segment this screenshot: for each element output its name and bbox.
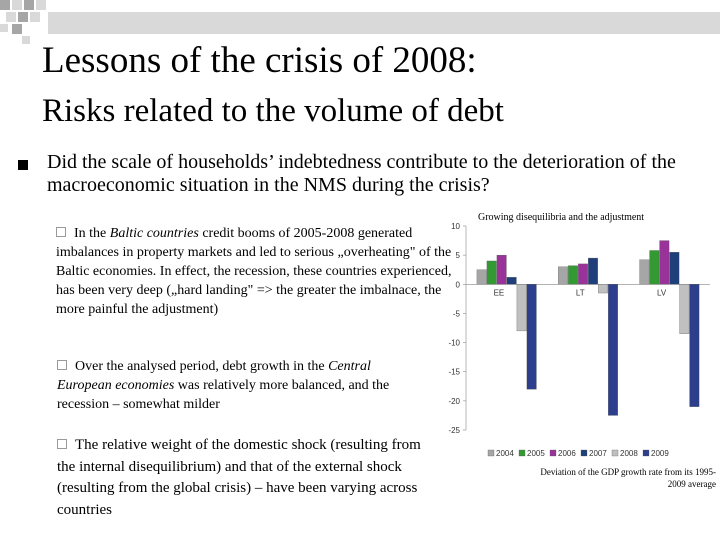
bar bbox=[496, 254, 507, 285]
hollow-bullet-icon bbox=[57, 360, 67, 370]
legend-swatch bbox=[611, 449, 619, 457]
y-tick-label: -25 bbox=[448, 426, 460, 435]
y-tick-label: -5 bbox=[453, 309, 461, 318]
slide-title-line2: Risks related to the volume of debt bbox=[42, 93, 504, 129]
bar bbox=[568, 265, 578, 285]
p1-pre: In the bbox=[74, 226, 110, 241]
p3-text: The relative weight of the domestic shoc… bbox=[57, 437, 421, 518]
bar bbox=[608, 284, 618, 416]
y-tick-label: -20 bbox=[448, 397, 460, 406]
bar bbox=[506, 277, 517, 285]
legend-swatch bbox=[580, 449, 588, 457]
category-label: LT bbox=[576, 288, 585, 297]
main-question: Did the scale of households’ indebtednes… bbox=[47, 151, 676, 196]
legend-swatch bbox=[549, 449, 557, 457]
p2-pre: Over the analysed period, debt growth in… bbox=[75, 359, 329, 374]
bar bbox=[476, 269, 487, 285]
category-label: LV bbox=[657, 288, 667, 297]
bar bbox=[679, 284, 690, 334]
p1-em: Baltic countries bbox=[109, 226, 199, 241]
paragraph-central-europe: Over the analysed period, debt growth in… bbox=[57, 357, 417, 414]
bar bbox=[659, 240, 670, 285]
bar bbox=[649, 250, 660, 285]
legend-label: 2005 bbox=[527, 449, 545, 458]
legend-label: 2009 bbox=[651, 449, 669, 458]
bar bbox=[516, 284, 527, 332]
bar bbox=[598, 284, 608, 294]
bullet-square-icon bbox=[18, 160, 28, 170]
p2-post: was relatively more balanced, and the re… bbox=[57, 378, 390, 412]
bar bbox=[689, 284, 700, 407]
category-label: EE bbox=[494, 288, 505, 297]
y-tick-label: 0 bbox=[456, 280, 461, 289]
bar bbox=[486, 260, 497, 285]
legend-label: 2007 bbox=[589, 449, 607, 458]
gdp-deviation-chart: 10 5 0 -5 -10 -15 -20 -25 EE LT LV 2004 2005 2006 2007… bbox=[448, 222, 710, 458]
hollow-bullet-icon bbox=[56, 227, 66, 237]
y-tick-label: 10 bbox=[451, 222, 460, 231]
legend-swatch bbox=[642, 449, 650, 457]
legend-swatch bbox=[518, 449, 526, 457]
bar bbox=[669, 252, 680, 285]
bar bbox=[526, 284, 537, 390]
legend-swatch bbox=[487, 449, 495, 457]
y-tick-label: -15 bbox=[448, 368, 460, 377]
legend-label: 2004 bbox=[496, 449, 514, 458]
y-tick-label: 5 bbox=[456, 251, 461, 260]
legend-label: 2008 bbox=[620, 449, 638, 458]
bar bbox=[578, 263, 588, 285]
bar bbox=[558, 266, 568, 285]
chart-caption: Deviation of the GDP growth rate from it… bbox=[540, 467, 716, 489]
legend-label: 2006 bbox=[558, 449, 576, 458]
paragraph-baltic: In the Baltic countries credit booms of … bbox=[56, 224, 456, 319]
p1-post: credit booms of 2005-2008 generated imba… bbox=[56, 226, 452, 317]
y-tick-label: -10 bbox=[448, 339, 460, 348]
chart-title: Growing disequilibria and the adjustment bbox=[478, 212, 645, 223]
bar bbox=[639, 259, 650, 285]
slide-title-line1: Lessons of the crisis of 2008: bbox=[42, 40, 477, 81]
paragraph-shocks: The relative weight of the domestic shoc… bbox=[57, 435, 427, 521]
bar bbox=[588, 257, 598, 285]
hollow-bullet-icon bbox=[57, 439, 67, 449]
p2-em: Central European economies bbox=[57, 359, 371, 393]
decorative-squares bbox=[0, 0, 720, 44]
